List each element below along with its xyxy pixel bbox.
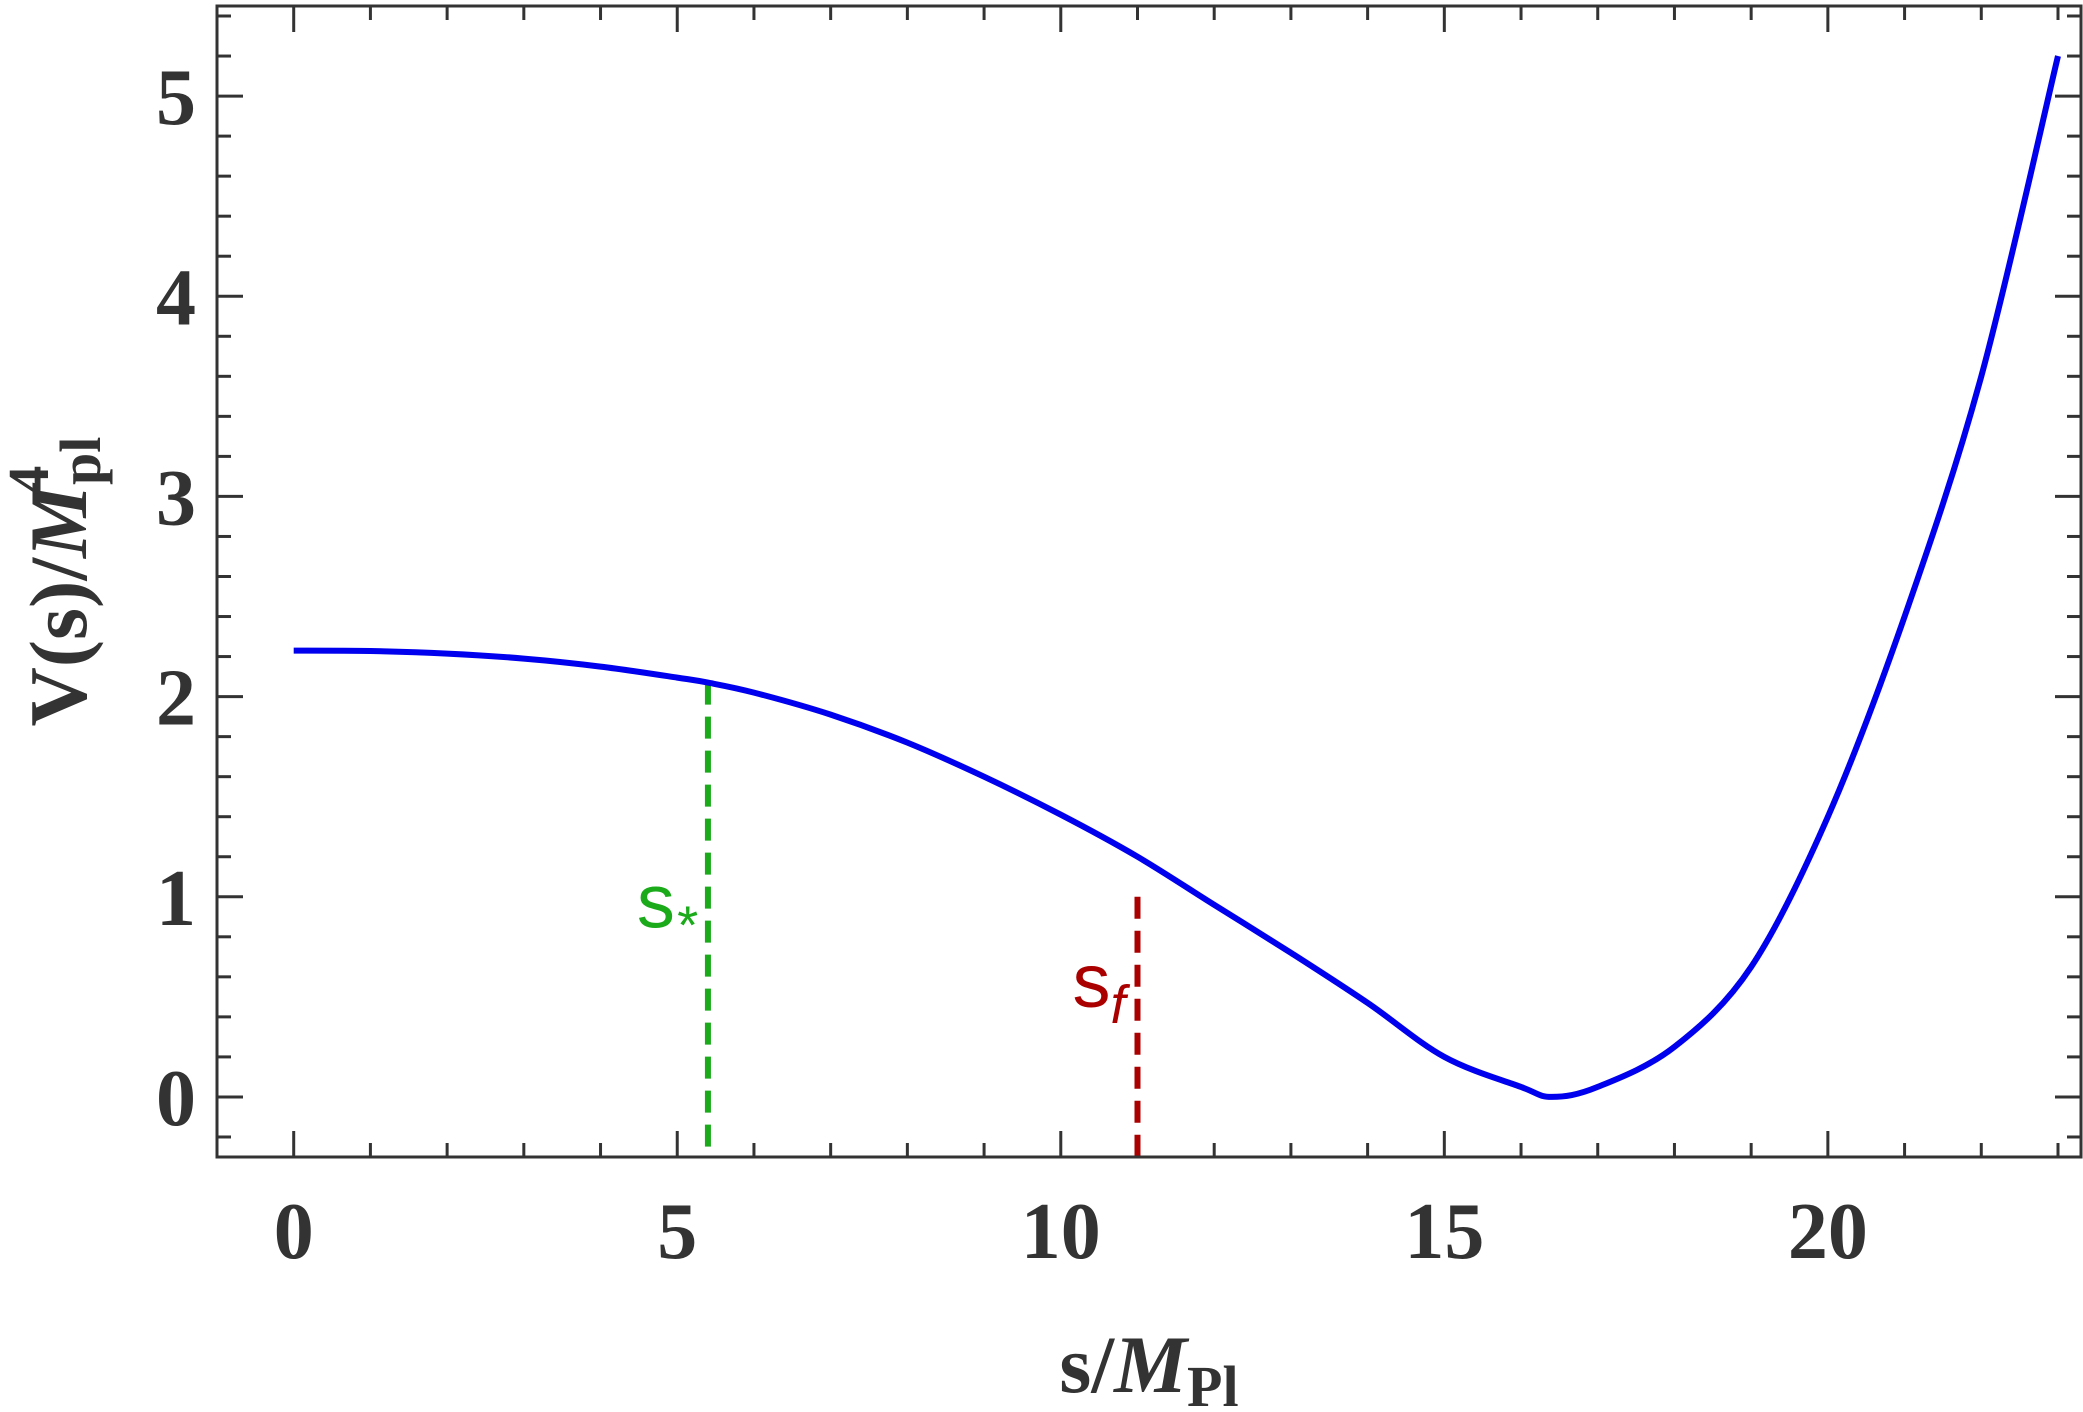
marker-lines: [704, 682, 1141, 1157]
y-axis-title-main: V(s)/: [13, 557, 104, 727]
y-tick-label: 2: [156, 655, 196, 743]
marker-label-main: s: [1072, 939, 1110, 1024]
marker-label-main: s: [637, 860, 675, 945]
y-tick-labels: 0 1 2 3 4 5: [156, 54, 196, 1143]
x-axis-title-main: s/: [1059, 1319, 1115, 1410]
y-axis-title-italic: M: [13, 482, 104, 560]
minor-ticks: [215, 6, 2081, 1157]
x-tick-label: 10: [1021, 1188, 1101, 1276]
y-axis-title: V(s)/Mpl4: [0, 437, 113, 727]
marker-label-sub: *: [675, 896, 698, 956]
marker-label: sf: [1072, 939, 1130, 1035]
plot-frame: [215, 4, 2083, 1159]
x-tick-label: 5: [657, 1188, 697, 1276]
y-axis-title-sub: pl: [48, 437, 113, 485]
y-tick-label: 4: [156, 254, 196, 342]
y-tick-label: 3: [156, 454, 196, 542]
x-tick-label: 15: [1404, 1188, 1484, 1276]
y-tick-label: 1: [156, 855, 196, 943]
marker-label: s*: [637, 860, 698, 956]
y-axis-title-sup: 4: [0, 466, 61, 495]
x-tick-label: 0: [274, 1188, 314, 1276]
x-axis-title-italic: M: [1112, 1319, 1190, 1410]
marker-labels: s*sf: [637, 860, 1131, 1035]
major-ticks: [217, 6, 2081, 1157]
y-tick-label: 0: [156, 1055, 196, 1143]
x-tick-labels: 0 5 10 15 20: [274, 1188, 1868, 1276]
x-tick-label: 20: [1788, 1188, 1868, 1276]
x-axis-title-sub: Pl: [1187, 1354, 1239, 1412]
y-tick-label: 5: [156, 54, 196, 142]
x-axis-title: s/MPl: [1059, 1319, 1238, 1412]
potential-curve: [293, 55, 2061, 1100]
marker-label-sub: f: [1110, 975, 1130, 1035]
